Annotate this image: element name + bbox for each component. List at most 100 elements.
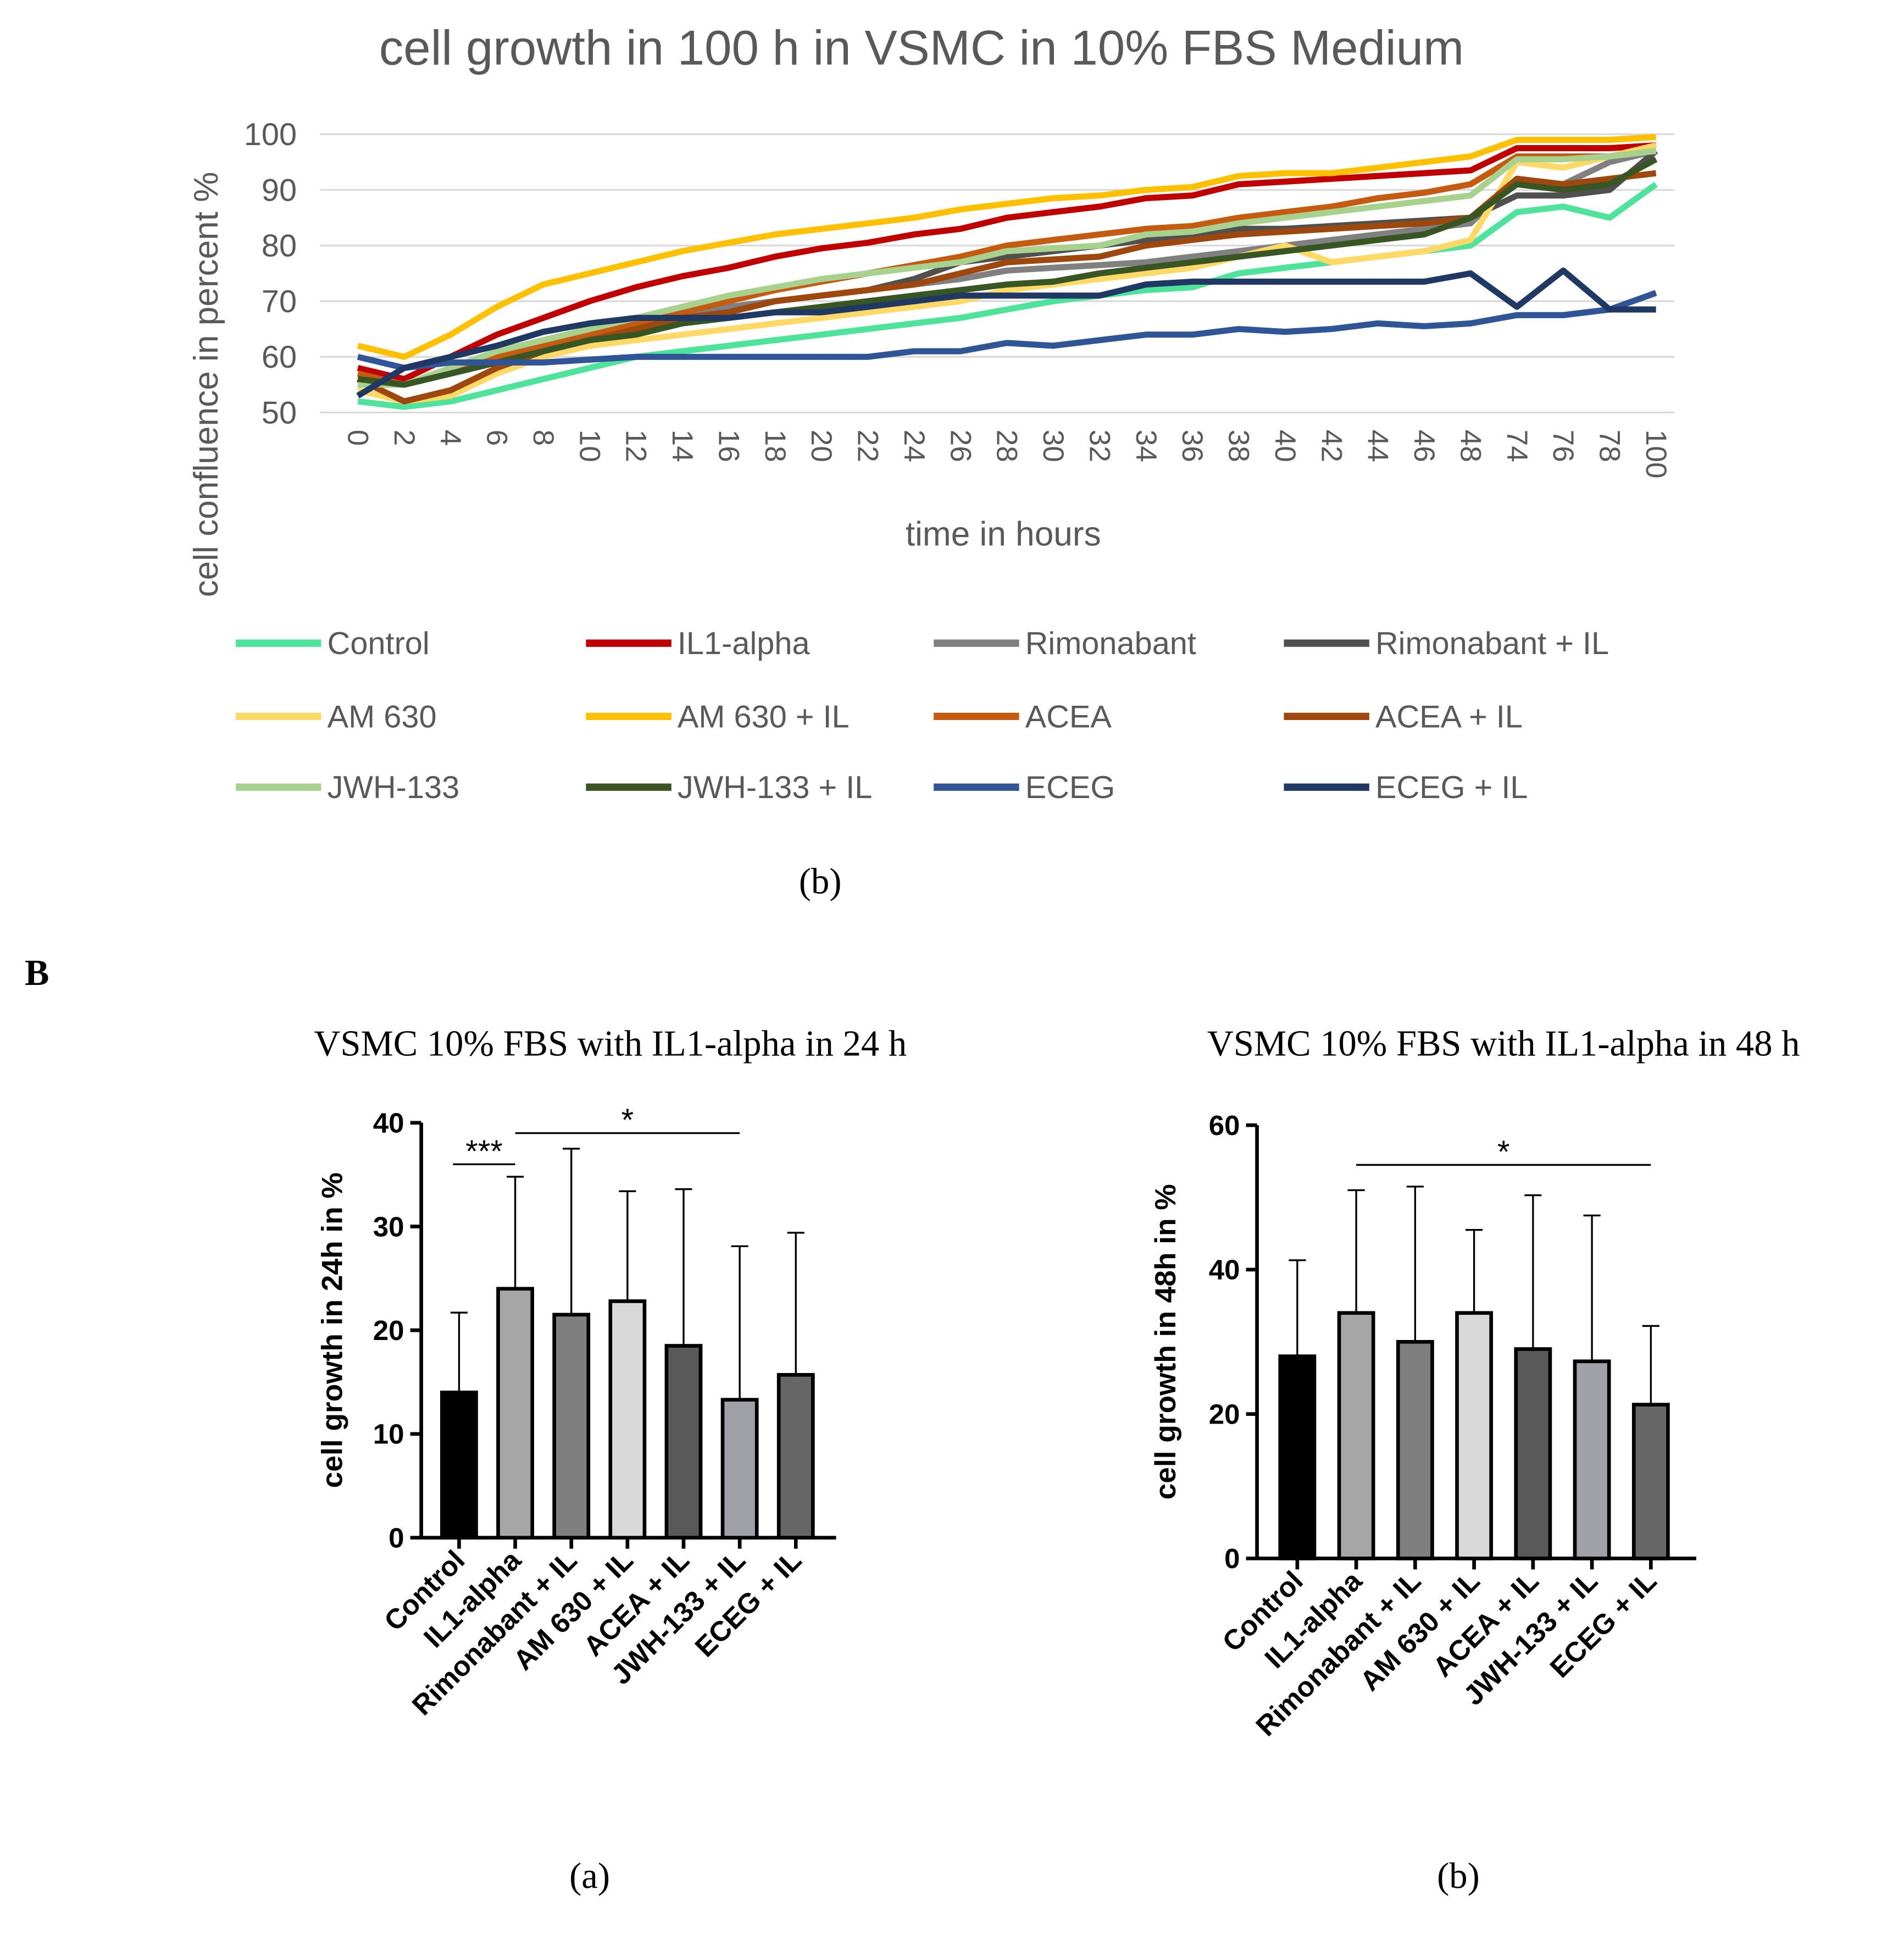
bar [552, 1313, 591, 1540]
series-line-eceg [357, 290, 1657, 372]
y-tick-label: 10 [373, 1419, 404, 1450]
bar-chart-caption: (b) [1437, 1856, 1480, 1896]
x-tick-label: 0 [341, 430, 374, 446]
x-tick-label: 36 [1176, 430, 1208, 462]
legend-item: ECEG [934, 770, 1115, 805]
x-tick-label: 46 [1408, 430, 1440, 462]
x-tick-labels: 0 2 4 6 8 10 12 14 16 18 20 22 24 26 28 30 32 34 36 38 40 42 4… [341, 430, 1672, 479]
x-tick-label: 48 [1454, 430, 1486, 462]
x-tick-label: 10 [573, 430, 606, 462]
y-tick-label: 80 [262, 229, 297, 264]
legend-label: AM 630 [327, 699, 437, 734]
x-tick-label: 8 [527, 430, 559, 446]
x-axis-label: time in hours [906, 516, 1101, 553]
y-tick-label: 30 [373, 1211, 404, 1242]
legend-label: ECEG [1025, 770, 1115, 805]
series-line-il1-alpha [357, 142, 1657, 383]
line-chart: cell growth in 100 h in VSMC in 10% FBS … [187, 21, 1674, 901]
legend-label: JWH-133 + IL [678, 770, 872, 805]
legend-label: ACEA + IL [1375, 699, 1523, 734]
bar [776, 1373, 815, 1540]
x-tick-label: 42 [1315, 430, 1347, 462]
panel-label: B [25, 953, 49, 993]
y-axis-label: cell growth in 48h in % [1150, 1184, 1182, 1499]
series-line-acea [357, 148, 1657, 388]
significance-label: * [1497, 1134, 1509, 1170]
legend-item: AM 630 + IL [586, 699, 850, 734]
bar [496, 1287, 535, 1540]
y-tick-label: 0 [388, 1522, 404, 1553]
x-tick-label: 18 [759, 430, 791, 462]
x-tick-label: 78 [1594, 430, 1626, 462]
bar [1573, 1359, 1611, 1560]
series-line-jwh-133-il [357, 156, 1658, 388]
legend-item: AM 630 [236, 699, 437, 734]
legend-item: JWH-133 [236, 770, 459, 805]
bar [608, 1299, 647, 1540]
legend-item: ACEA + IL [1284, 699, 1523, 734]
series-line-jwh-133 [358, 148, 1657, 388]
x-tick-label: 24 [898, 430, 930, 462]
y-axis-label: cell confluence in percent % [187, 171, 225, 597]
legend-label: AM 630 + IL [678, 699, 850, 734]
legend-item: ACEA [934, 699, 1112, 734]
legend-item: Rimonabant + IL [1284, 626, 1609, 661]
bar [720, 1398, 759, 1540]
significance-label: * [621, 1103, 634, 1138]
x-tick-label: 2 [388, 430, 420, 446]
bar [1514, 1347, 1552, 1560]
y-tick-label: 70 [262, 284, 297, 319]
bar [1278, 1354, 1317, 1560]
bar-chart-24h: VSMC 10% FBS with IL1-alpha in 24 h (a) ce… [314, 1024, 907, 1896]
y-tick-label: 20 [1209, 1398, 1240, 1430]
y-tick-label: 50 [262, 395, 297, 430]
y-tick-label: 40 [373, 1108, 404, 1139]
legend: Control IL1-alpha Rimonabant Rimonabant + I… [236, 626, 1609, 805]
legend-label: ECEG + IL [1375, 770, 1528, 805]
bar [664, 1344, 703, 1540]
significance-label: *** [465, 1134, 502, 1169]
legend-label: IL1-alpha [678, 626, 811, 661]
bar [1396, 1340, 1434, 1560]
series-line-am-630 [357, 142, 1657, 405]
y-axis-label: cell growth in 24h in % [316, 1172, 348, 1488]
x-tick-label: 26 [944, 430, 976, 462]
y-tick-label: 90 [262, 173, 297, 208]
bar-chart-title: VSMC 10% FBS with IL1-alpha in 48 h [1207, 1024, 1800, 1064]
legend-label: JWH-133 [327, 770, 460, 805]
x-tick-label: 20 [805, 430, 837, 462]
legend-label: Control [327, 626, 430, 661]
y-tick-label: 100 [244, 117, 297, 152]
y-tick-labels: 50 60 70 80 90 100 [244, 117, 297, 430]
line-chart-title: cell growth in 100 h in VSMC in 10% FBS … [379, 21, 1464, 75]
x-tick-label: 16 [712, 430, 745, 462]
bar-chart-title: VSMC 10% FBS with IL1-alpha in 24 h [314, 1024, 907, 1064]
bar [1455, 1311, 1494, 1560]
x-tick-label: 30 [1037, 430, 1069, 462]
x-tick-label: 22 [852, 430, 884, 462]
x-tick-label: 12 [620, 430, 652, 462]
x-tick-label: 40 [1269, 430, 1301, 462]
y-tick-label: 60 [1209, 1110, 1240, 1141]
legend-item: JWH-133 + IL [586, 770, 872, 805]
x-tick-label: 34 [1130, 430, 1162, 462]
y-tick-label: 20 [373, 1315, 404, 1346]
legend-item: ECEG + IL [1284, 770, 1528, 805]
bar [440, 1391, 478, 1540]
legend-item: Rimonabant [934, 626, 1196, 661]
series-line-am-630-il [357, 134, 1657, 360]
x-tick-label: 28 [991, 430, 1023, 462]
legend-item: IL1-alpha [586, 626, 810, 661]
series-lines [356, 134, 1658, 410]
legend-label: ACEA [1025, 699, 1112, 734]
bar-chart-48h: VSMC 10% FBS with IL1-alpha in 48 h (b) ce… [1150, 1024, 1800, 1896]
caption-line-chart: (b) [799, 861, 842, 901]
x-tick-label: 14 [666, 430, 698, 462]
x-tick-label: 38 [1223, 430, 1255, 462]
legend-label: Rimonabant [1025, 626, 1196, 661]
x-tick-label: 76 [1547, 430, 1579, 462]
x-tick-label: 100 [1640, 430, 1672, 479]
x-tick-label: 6 [481, 430, 513, 446]
legend-item: Control [236, 626, 430, 661]
